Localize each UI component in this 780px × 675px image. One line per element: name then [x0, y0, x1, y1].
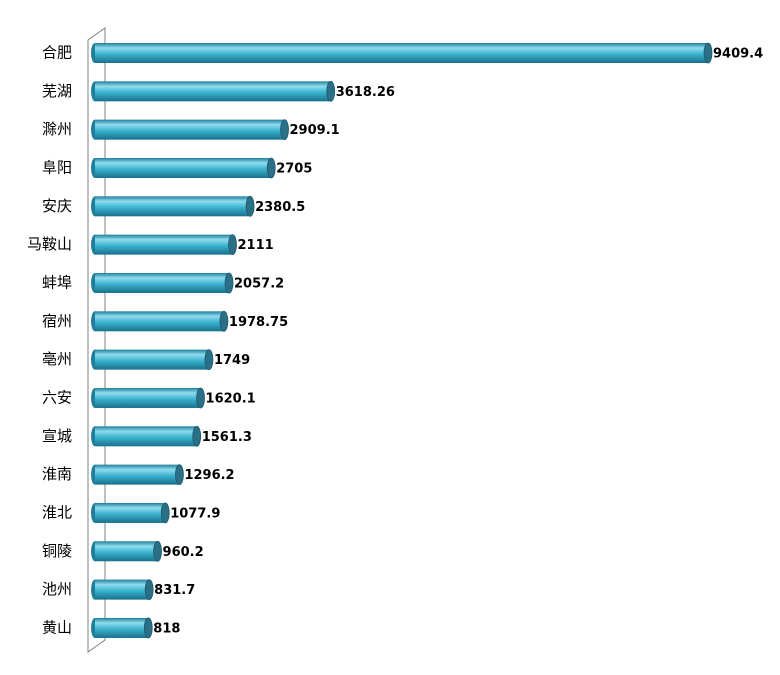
value-label: 2380.5 [255, 200, 305, 215]
bar-cap [153, 540, 162, 562]
bar-cap [143, 617, 153, 639]
category-label: 蚌埠 [42, 273, 72, 291]
value-label: 2909.1 [290, 123, 340, 138]
value-label: 1620.1 [206, 391, 256, 406]
bar [95, 157, 272, 178]
value-label: 1561.3 [202, 430, 252, 445]
bar-cap [192, 425, 202, 447]
bar-cap [280, 119, 289, 141]
value-label: 2057.2 [234, 276, 284, 291]
value-label: 1749 [214, 353, 250, 368]
bar [95, 617, 149, 638]
category-label: 宿州 [42, 312, 72, 330]
value-label: 960.2 [163, 545, 204, 560]
bar [95, 81, 331, 102]
value-label: 818 [153, 621, 180, 636]
category-label: 淮南 [42, 465, 72, 483]
bar-cap [204, 349, 214, 371]
category-label: 马鞍山 [27, 235, 72, 253]
value-label: 3618.26 [336, 85, 395, 100]
value-label: 1296.2 [184, 468, 234, 483]
bar-cap [703, 42, 713, 64]
value-label: 1978.75 [229, 315, 288, 330]
value-label: 831.7 [154, 583, 195, 598]
category-label: 阜阳 [42, 158, 72, 176]
bar-cap [228, 234, 237, 256]
category-label: 芜湖 [42, 82, 72, 100]
bar-cap [219, 310, 229, 332]
category-label: 亳州 [42, 350, 72, 368]
bar-cap [326, 80, 336, 102]
axis-wall [87, 27, 106, 653]
category-label: 池州 [42, 580, 72, 598]
bar [95, 502, 166, 523]
bar [95, 43, 708, 63]
bar-cap [196, 387, 205, 409]
bar [95, 541, 158, 562]
bar [95, 196, 251, 217]
bar [95, 234, 233, 255]
bar-cap [160, 502, 170, 524]
value-label: 2705 [276, 161, 312, 176]
value-label: 2111 [238, 238, 274, 253]
category-label: 宣城 [42, 427, 72, 445]
category-label: 铜陵 [42, 542, 72, 560]
bar [95, 579, 150, 600]
category-label: 淮北 [42, 503, 72, 521]
category-label: 合肥 [42, 44, 72, 62]
value-label: 9409.4 [713, 47, 763, 62]
category-label: 滁州 [42, 120, 72, 138]
category-label: 六安 [42, 388, 72, 406]
bar [95, 311, 224, 332]
value-label: 1077.9 [170, 506, 220, 521]
bar-cap [175, 464, 184, 486]
bar [95, 272, 230, 293]
bar-cap [144, 579, 154, 601]
bar-cap [224, 272, 234, 294]
bar [95, 387, 201, 408]
bar [95, 349, 209, 370]
bar [95, 426, 197, 447]
bar-cap [245, 195, 255, 217]
category-label: 安庆 [42, 197, 72, 215]
bar-cap [266, 157, 276, 179]
bar [95, 119, 285, 140]
category-label: 黄山 [42, 618, 72, 636]
bar [95, 464, 180, 485]
